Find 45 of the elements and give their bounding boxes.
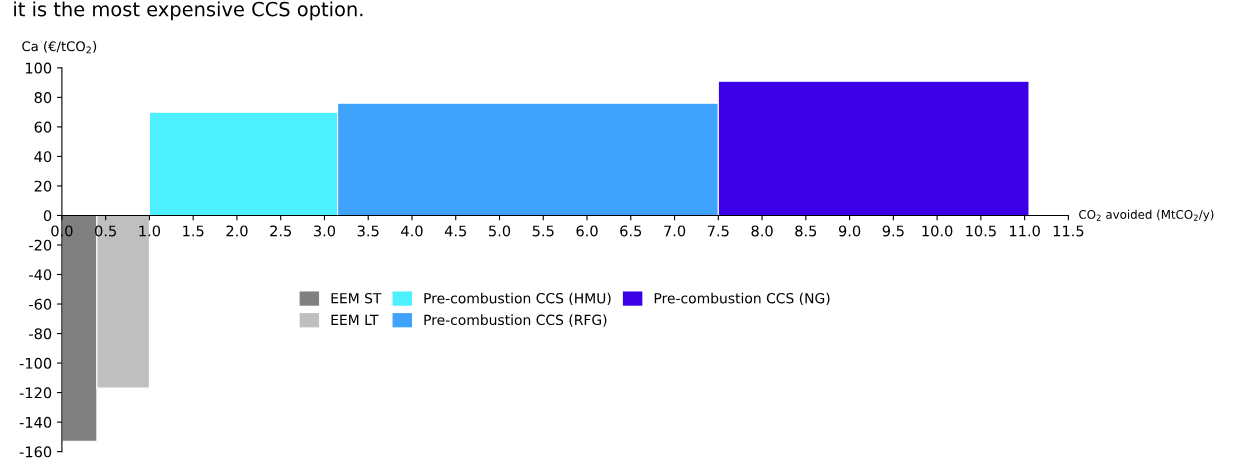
y-tick-label: -20 (29, 239, 52, 251)
x-axis-title: CO$_{2}$ avoided (MtCO$_{2}$/y) (1079, 209, 1214, 222)
y-tick-label: -120 (19, 387, 52, 399)
x-tick-label: 2.5 (270, 225, 292, 237)
x-tick-label: 3.5 (357, 225, 379, 237)
legend-label: EEM LT (331, 314, 379, 325)
x-tick-label: 10.0 (922, 225, 953, 237)
y-tick-label: -140 (19, 416, 52, 428)
y-tick-label: -80 (29, 328, 52, 340)
x-tick-label: 5.0 (489, 225, 511, 237)
x-tick-label: 2.0 (226, 225, 248, 237)
y-tick-label: 100 (25, 62, 52, 74)
legend-label: Pre-combustion CCS (HMU) (424, 292, 611, 306)
y-axis-title: Ca (€/tCO$_{2}$) (22, 41, 97, 54)
y-tick-label: 80 (34, 92, 52, 104)
y-tick-label: 20 (34, 180, 52, 192)
x-tick-label: 4.0 (401, 225, 423, 237)
x-tick-label: 11.0 (1010, 225, 1040, 237)
x-tick-label: 6.0 (576, 225, 598, 237)
x-tick-label: 3.0 (313, 225, 336, 237)
x-tick-label: 1.5 (183, 225, 204, 237)
x-tick-label: 1.0 (139, 225, 161, 237)
x-tick-label: 0.5 (95, 225, 116, 237)
y-tick-label: 60 (34, 121, 52, 133)
legend-label: Pre-combustion CCS (RFG) (424, 314, 607, 327)
x-tick-label: 10.5 (966, 225, 996, 237)
y-tick-label: -60 (29, 298, 52, 310)
x-tick-label: 5.5 (532, 225, 554, 237)
chart-title: it is the most expensive CCS option. (14, 1, 363, 21)
legend-label: EEM ST (331, 292, 382, 304)
y-tick-label: 40 (34, 151, 52, 163)
x-tick-label: 9.5 (882, 225, 904, 237)
y-tick-label: -160 (19, 446, 52, 458)
x-tick-label: 8.5 (795, 225, 817, 237)
x-tick-label: 7.5 (707, 225, 729, 237)
legend-label: Pre-combustion CCS (NG) (654, 292, 830, 306)
x-tick-label: 8.0 (751, 225, 773, 237)
x-tick-label: 4.5 (444, 225, 467, 237)
y-tick-label: -100 (19, 357, 52, 369)
y-tick-label: -40 (29, 269, 52, 281)
y-tick-label: 0 (43, 210, 52, 222)
x-tick-label: 6.5 (620, 225, 642, 237)
x-tick-label: 9.0 (838, 225, 861, 237)
x-tick-label: 7.0 (664, 225, 686, 237)
x-tick-label: 11.5 (1053, 225, 1084, 237)
